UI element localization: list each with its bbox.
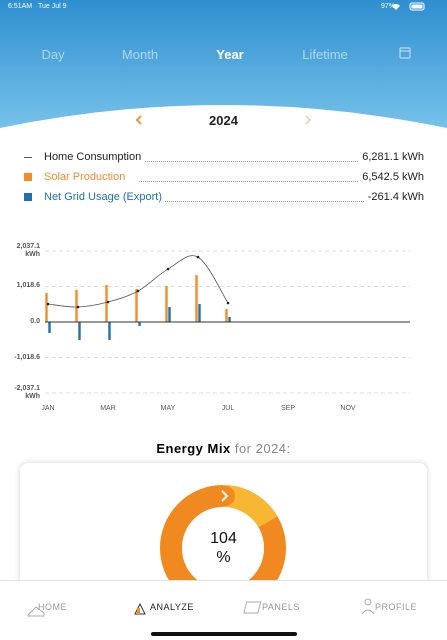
bar [45, 293, 48, 322]
legend-total: 6,542.5 kWh [359, 171, 424, 183]
legend-name: Net Grid Usage (Export) [44, 191, 165, 203]
energy-mix-title: Energy Mix [156, 441, 231, 456]
nav-item[interactable]: HOME [38, 602, 67, 612]
consumption-point [46, 302, 50, 306]
legend-row: Solar Production 6,542.5 kWh [24, 171, 424, 187]
tab[interactable]: Lifetime [302, 47, 348, 62]
consumption-point [76, 305, 80, 309]
legend-leader [139, 201, 364, 202]
legend-row: Home Consumption 6,281.1 kWh [24, 151, 424, 167]
legend-total: 6,281.1 kWh [359, 151, 424, 163]
x-tick-label: JUL [221, 405, 235, 412]
legend-name: Home Consumption [44, 151, 145, 163]
nav-item[interactable]: PROFILE [375, 602, 418, 612]
bar [108, 322, 111, 340]
year-label[interactable]: 2024 [209, 113, 238, 128]
legend-icon [24, 193, 32, 201]
bar [168, 307, 171, 322]
energy-mix-donut [160, 485, 286, 595]
x-tick-label: JAN [41, 405, 55, 412]
bar [78, 322, 81, 340]
legend-row: Net Grid Usage (Export) -261.4 kWh [24, 191, 424, 207]
y-tick-label: 0.0 [30, 318, 40, 325]
consumption-point [226, 301, 230, 305]
tab[interactable]: Year [216, 47, 244, 62]
nav-icons [27, 598, 375, 636]
status-date: Tue Jul 9 [38, 3, 67, 10]
chart [45, 250, 410, 394]
nav-item[interactable]: PANELS [262, 602, 300, 612]
y-tick-label: 2,037.1 kWh [16, 243, 40, 258]
bar [195, 275, 198, 322]
energy-mix-subtitle: for 2024: [234, 441, 291, 456]
status-time: 6:51AM [8, 3, 33, 10]
consumption-point [106, 300, 110, 304]
bar [225, 309, 228, 322]
bar [75, 290, 78, 322]
energy-mix-heading: Energy Mix for 2024: [0, 441, 447, 456]
legend-icon [24, 157, 32, 158]
x-tick-label: MAY [160, 405, 176, 412]
consumption-point [166, 267, 170, 271]
y-tick-label: -1,018.6 [14, 353, 40, 361]
bar [198, 304, 201, 322]
consumption-point [196, 255, 200, 259]
bar [138, 322, 141, 327]
bar [105, 285, 108, 322]
legend-leader [139, 161, 364, 162]
header-background [0, 0, 447, 240]
legend-icon [24, 173, 32, 181]
bar [228, 317, 231, 322]
status-battery: 97% [381, 3, 396, 10]
tab-bar [0, 580, 447, 640]
y-tick-label: 1,018.6 [16, 282, 40, 290]
bar [48, 322, 51, 333]
bar [135, 289, 138, 322]
bar [165, 286, 168, 322]
mix-value: 104 [210, 530, 237, 547]
mix-unit: % [216, 549, 231, 566]
y-tick-label: -2,037.1 kWh [14, 385, 40, 400]
consumption-line [47, 255, 229, 308]
consumption-point [136, 289, 140, 293]
x-tick-label: NOV [340, 405, 356, 412]
tab[interactable]: Month [121, 47, 159, 62]
nav-item[interactable]: ANALYZE [150, 602, 194, 612]
legend-leader [139, 181, 364, 182]
legend-name: Solar Production [44, 171, 129, 183]
x-tick-label: MAR [100, 405, 116, 412]
tab[interactable]: Day [41, 47, 65, 62]
legend-total: -261.4 kWh [364, 191, 424, 203]
x-tick-label: SEP [280, 405, 296, 412]
